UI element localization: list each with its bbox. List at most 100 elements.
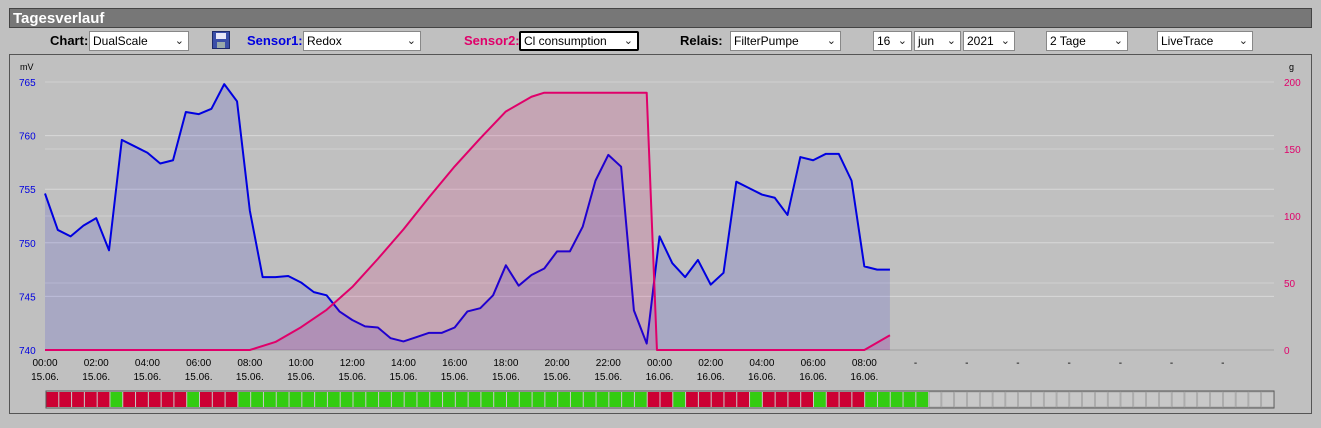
relay-cell-off [46,392,59,407]
relay-cell-on [430,392,443,407]
floppy-label-area [216,33,226,39]
relay-cell-none [979,391,993,408]
relay-cell-on [583,392,596,407]
relay-cell-on [481,392,494,407]
relay-cell-on [596,392,609,407]
range-select[interactable]: 2 Tage ⌄ [1046,31,1128,51]
mode-select[interactable]: LiveTrace ⌄ [1157,31,1253,51]
relay-cell-on [366,392,379,407]
relay-cell-on [276,392,289,407]
sensor2-line [45,91,891,351]
day-select[interactable]: 16 ⌄ [873,31,912,51]
relay-cell-none [1005,391,1018,408]
relay-cell-on [877,392,890,407]
relay-cell-on [673,392,686,407]
relay-cell-off [788,392,801,407]
sensor1-select[interactable]: Redox ⌄ [303,31,421,51]
x-tick-time: 06:00 [186,358,211,369]
x-tick-date: 15.06. [492,372,520,383]
relay-cell-none [1018,391,1031,408]
chevron-down-icon: ⌄ [897,35,907,47]
relay-cell-none [992,391,1006,408]
x-tick-time: - [1221,358,1224,369]
left-tick-label: 760 [19,132,36,143]
relay-cell-off [737,392,750,407]
floppy-disk-icon[interactable] [212,31,230,49]
left-tick-label: 740 [19,346,36,357]
day-value: 16 [877,34,891,48]
relay-cell-on [238,392,251,407]
relay-cell-off [839,392,852,407]
chevron-down-icon: ⌄ [946,35,956,47]
relay-cell-off [84,392,97,407]
relay-cell-none [1171,391,1185,408]
relay-cell-on [570,392,583,407]
right-tick-label: 200 [1284,78,1301,89]
relay-cell-none [1248,391,1262,408]
sensor1-area [45,84,890,351]
title-bar: Tagesverlauf [9,8,1312,28]
x-tick-date: 16.06. [748,372,776,383]
relay-cell-on [916,392,929,407]
chevron-down-icon: ⌄ [623,35,633,47]
x-tick-time: 02:00 [84,358,109,369]
relay-cell-off [161,392,174,407]
chevron-down-icon: ⌄ [406,35,416,47]
chevron-down-icon: ⌄ [1000,35,1010,47]
relay-cell-off [59,392,72,407]
year-select[interactable]: 2021 ⌄ [963,31,1015,51]
relay-cell-off [801,392,813,407]
relay-cell-on [865,392,877,407]
x-tick-time: - [1016,358,1019,369]
x-tick-date: 15.06. [594,372,622,383]
relay-cell-on [903,392,916,407]
relay-cell-on [468,392,481,407]
relay-cell-on [494,392,506,407]
left-axis-unit: mV [20,62,34,72]
relay-cell-off [762,392,775,407]
relay-cell-off [826,392,839,407]
relay-cell-off [724,392,737,407]
x-tick-date: 15.06. [441,372,469,383]
x-tick-date: 15.06. [338,372,366,383]
chart-type-select[interactable]: DualScale ⌄ [89,31,189,51]
x-tick-time: 08:00 [852,358,877,369]
x-tick-time: 08:00 [237,358,262,369]
relay-cell-on [327,392,340,407]
month-value: jun [918,34,935,48]
relay-cell-on [263,392,276,407]
x-tick-date: 15.06. [287,372,315,383]
x-tick-time: 04:00 [749,358,774,369]
sensor1-line [44,83,890,345]
relay-cell-off [852,392,865,407]
chevron-down-icon: ⌄ [826,35,836,47]
relay-cell-off [711,392,724,407]
chevron-down-icon: ⌄ [174,35,184,47]
relais-select[interactable]: FilterPumpe ⌄ [730,31,841,51]
x-tick-time: 12:00 [340,358,365,369]
relay-cell-off [660,392,673,407]
relay-cell-off [72,392,84,407]
month-select[interactable]: jun ⌄ [914,31,961,51]
x-tick-time: 18:00 [493,358,518,369]
relay-cell-on [890,392,903,407]
chevron-down-icon: ⌄ [1113,35,1123,47]
left-tick-label: 745 [19,292,36,303]
relay-cell-none [1069,391,1082,408]
x-tick-date: 16.06. [646,372,674,383]
relay-cell-off [225,392,238,407]
x-tick-date: 15.06. [31,372,59,383]
x-tick-date: 16.06. [850,372,878,383]
sensor2-select[interactable]: Cl consumption ⌄ [519,31,639,51]
relay-cell-none [1235,391,1249,408]
x-tick-time: 06:00 [801,358,826,369]
relay-cell-none [1107,391,1121,408]
right-tick-label: 100 [1284,212,1301,223]
chart-panel [9,54,1312,414]
relay-cell-none [1159,391,1172,408]
relay-cell-none [1210,391,1223,408]
relay-cell-on [417,392,430,407]
relay-cell-on [609,392,622,407]
relay-cell-off [686,392,698,407]
relay-cell-none [1043,391,1057,408]
